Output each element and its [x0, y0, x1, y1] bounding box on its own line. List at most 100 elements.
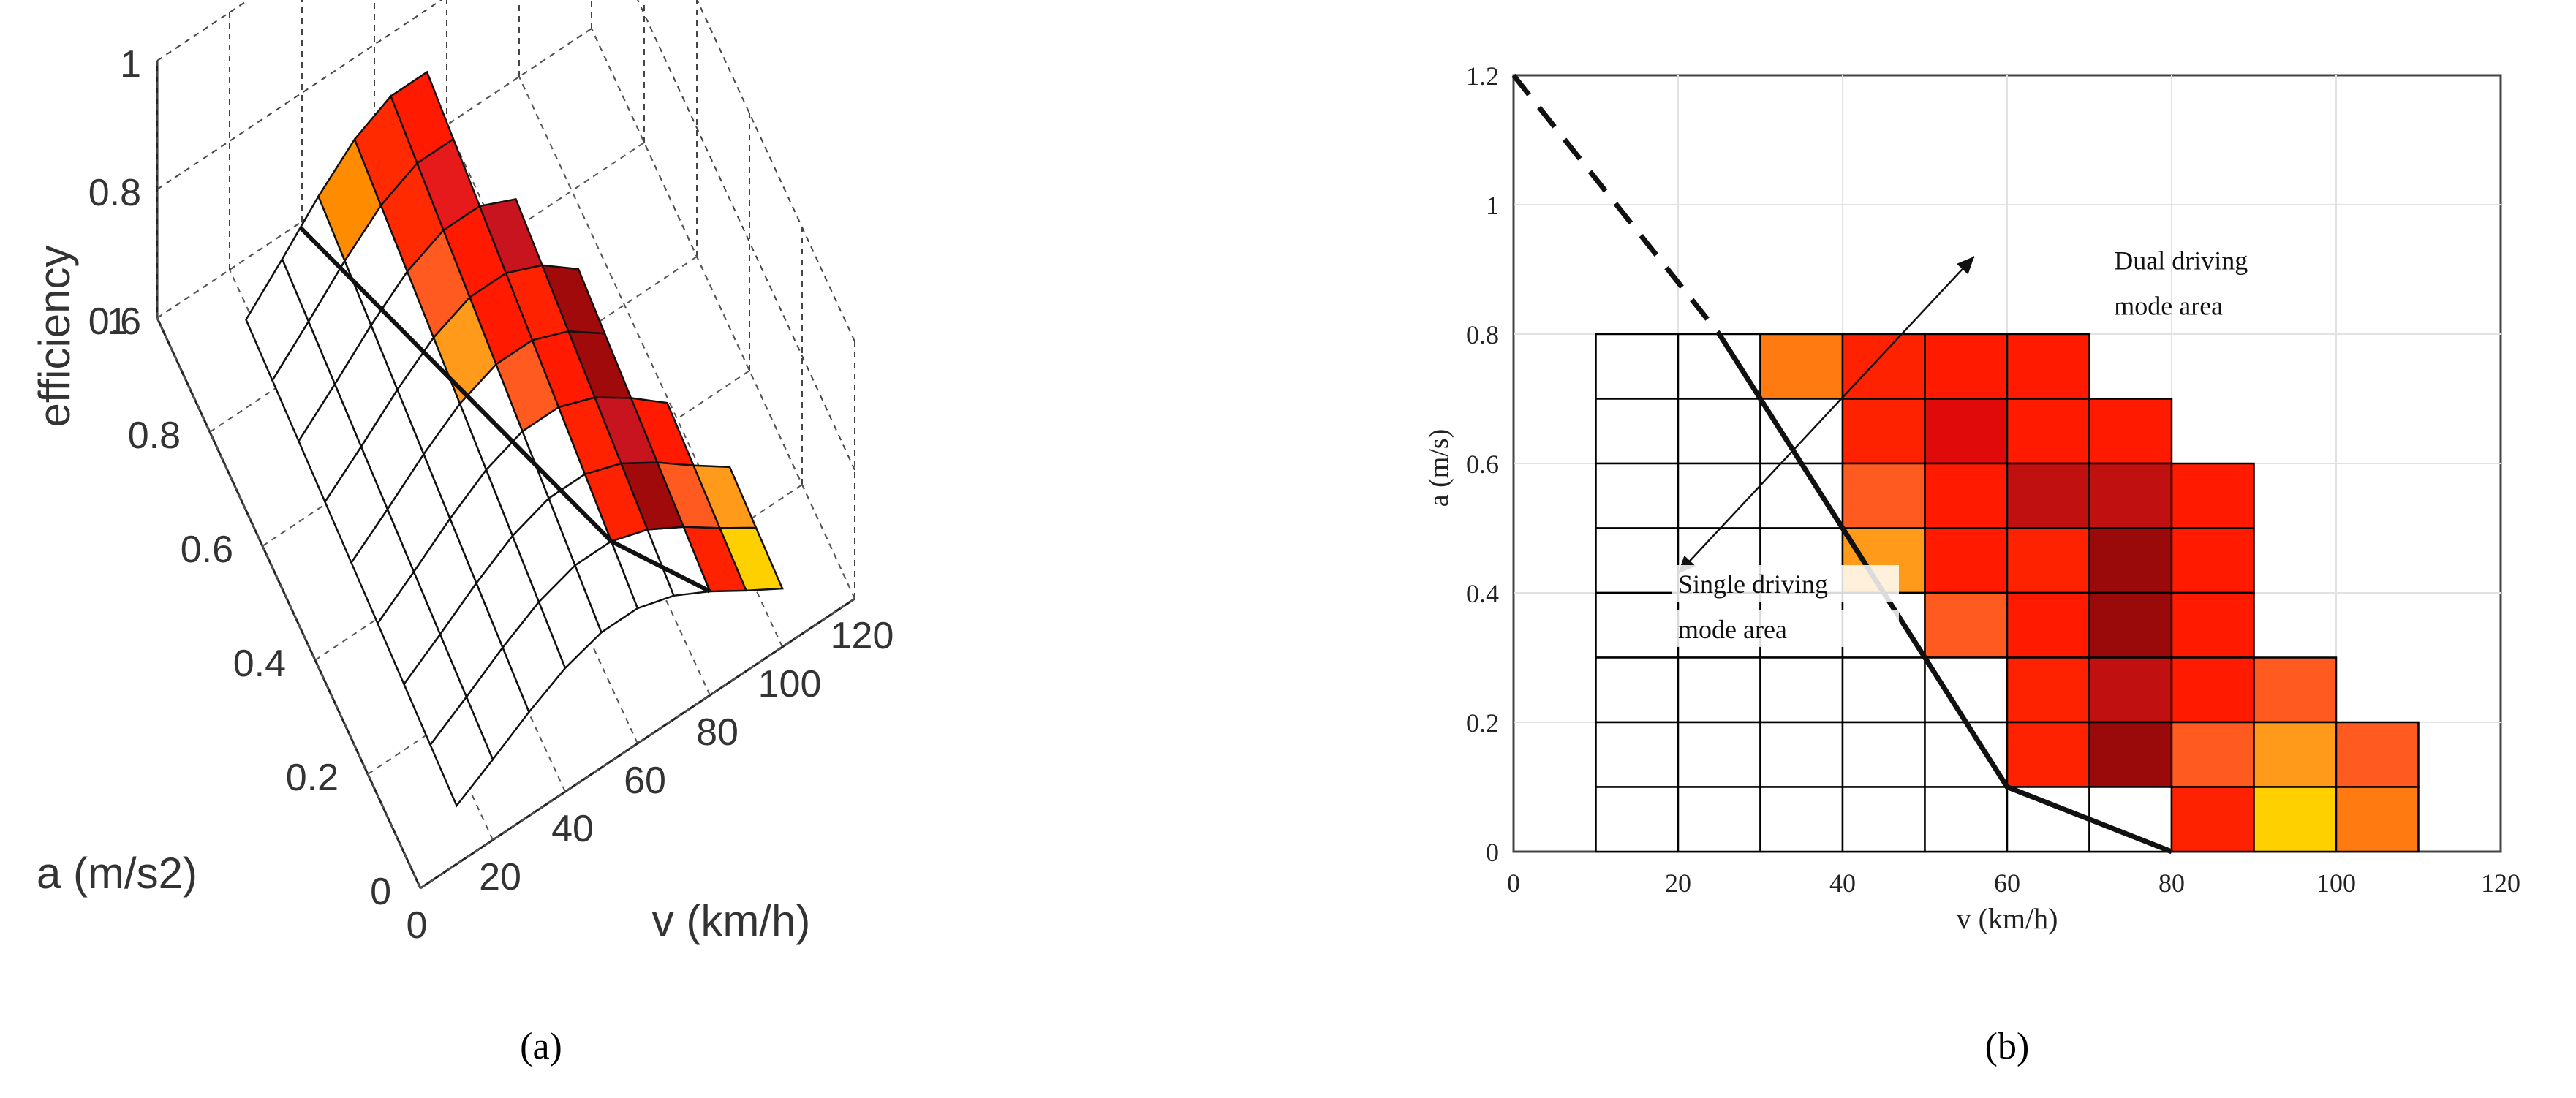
- b-heatmap-cell: [1924, 527, 2009, 594]
- a-panel-label: (a): [520, 1026, 562, 1067]
- b-x-tick-label: 0: [1507, 868, 1520, 898]
- b-x-tick-label: 40: [1829, 868, 1856, 898]
- b-heatmap-cell: [1841, 786, 1926, 853]
- b-heatmap-cell: [2170, 656, 2255, 724]
- b-heatmap-cell: [2088, 398, 2173, 465]
- b-heatmap-cell: [1924, 462, 2009, 529]
- b-heatmap-cell: [2335, 721, 2420, 788]
- a-side-wall-gridline: [696, 0, 855, 342]
- b-single-mode-label: Single driving: [1678, 569, 1828, 599]
- b-x-tick-label: 100: [2316, 868, 2356, 898]
- a-x-tick-label: 80: [696, 711, 739, 754]
- b-heatmap-cell: [1924, 398, 2009, 465]
- b-boundary-solid-line: [1717, 333, 2173, 855]
- b-heatmap-cell: [2088, 721, 2173, 788]
- b-heatmap-cell: [1759, 656, 1844, 724]
- a-colored-cells: [317, 70, 784, 593]
- b-heatmap-cell: [1841, 398, 1926, 465]
- b-heatmap-cell: [1924, 591, 2009, 659]
- b-heatmap-cell: [1595, 527, 1680, 594]
- a-x-tick-label: 60: [624, 760, 666, 802]
- b-panel-label: (b): [1985, 1026, 2030, 1067]
- b-single-mode-label: mode area: [1678, 615, 1787, 644]
- b-heatmap-cell: [2006, 786, 2090, 853]
- b-heatmap-cell: [1677, 721, 1761, 788]
- b-y-tick-label: 0.8: [1466, 320, 1499, 349]
- b-heatmap-cell: [2335, 786, 2420, 853]
- b-annotations: Dual driving mode area Single driving mode …: [1672, 246, 2248, 647]
- b-heatmap-cell: [1924, 786, 2009, 853]
- b-arrow-shaft: [1677, 255, 1975, 575]
- a-z-ticks: 0.6 0.8 1: [88, 43, 141, 343]
- a-ridge-line: [298, 226, 711, 594]
- b-x-tick-label: 60: [1994, 868, 2020, 898]
- b-heatmap-cell: [1595, 398, 1680, 465]
- b-heatmap-cell: [1841, 462, 1926, 529]
- a-y-tick-label: 0.8: [128, 414, 181, 457]
- b-heatmap-cell: [1924, 721, 2009, 788]
- b-dual-mode-label: mode area: [2114, 291, 2223, 320]
- b-y-tick-label: 0.6: [1466, 450, 1499, 479]
- a-y-axis-label: a (m/s2): [37, 849, 197, 898]
- a-y-axis-line: [156, 317, 422, 889]
- b-heatmap-cell: [2006, 398, 2090, 465]
- a-boundary-line: [298, 226, 711, 594]
- b-heatmap-cell: [2170, 786, 2255, 853]
- b-y-tick-label: 0.4: [1466, 579, 1499, 608]
- b-x-tick-label: 80: [2158, 868, 2185, 898]
- b-heatmap-cell: [2006, 591, 2090, 659]
- b-heatmap-cell: [1677, 398, 1761, 465]
- b-heatmap-cell: [1677, 786, 1761, 853]
- b-heatmap-cell: [2088, 591, 2173, 659]
- b-heatmap-cell: [2088, 656, 2173, 724]
- b-heatmap-cell: [1677, 656, 1761, 724]
- b-heatmap-cell: [1595, 333, 1680, 400]
- a-x-tick-label: 120: [831, 615, 894, 657]
- b-x-axis-label: v (km/h): [1957, 902, 2058, 935]
- a-x-tick-label: 0: [407, 904, 428, 947]
- b-x-tick-label: 120: [2481, 868, 2520, 898]
- a-y-ticks: 0 0.2 0.4 0.6 0.8 1: [107, 300, 391, 913]
- b-heatmap-cell: [2253, 786, 2338, 853]
- a-z-tick-label: 0.6: [88, 300, 141, 343]
- b-heatmap-cell: [2253, 721, 2338, 788]
- b-heatmap-cell: [1841, 721, 1926, 788]
- b-boundary-dashed-line: [1511, 73, 1721, 336]
- b-y-tick-label: 0.2: [1466, 708, 1499, 738]
- b-y-axis-label: a (m/s): [1424, 429, 1454, 507]
- b-heatmap-cell: [1677, 333, 1761, 400]
- a-z-tick-label: 0.8: [88, 172, 141, 214]
- a-x-tick-label: 40: [551, 808, 594, 850]
- b-heatmap-cell: [2006, 527, 2090, 594]
- b-annotation-bg: [1672, 610, 1899, 647]
- b-heatmap-cell: [1595, 591, 1680, 659]
- b-heatmap-cell: [2006, 721, 2090, 788]
- a-y-tick-label: 0.4: [233, 643, 286, 685]
- a-z-axis-label: efficiency: [30, 245, 79, 427]
- a-surface-mesh: [245, 194, 711, 808]
- a-x-axis-label: v (km/h): [652, 896, 811, 945]
- b-heatmap-cell: [1759, 721, 1844, 788]
- b-x-ticks: 0 20 40 60 80 100 120: [1507, 868, 2520, 898]
- b-dual-mode-label: Dual driving: [2114, 246, 2248, 276]
- a-y-tick-label: 0.6: [181, 529, 233, 571]
- a-y-tick-label: 0.2: [286, 757, 339, 799]
- a-y-tick-label: 0: [370, 871, 391, 913]
- b-heatmap-cell: [1677, 462, 1761, 529]
- b-heatmap-cell: [1924, 333, 2009, 400]
- a-z-tick-label: 1: [120, 43, 141, 86]
- b-heatmap-cell: [1759, 786, 1844, 853]
- a-x-tick-label: 20: [479, 856, 521, 898]
- b-heatmap-cell: [1759, 333, 1844, 400]
- panel-b-heatmap-chart: 0 20 40 60 80 100 120 0 0.2 0.4 0.6 0.8 1 1.2 Dual d…: [1424, 61, 2520, 1067]
- b-heatmap-cell: [2088, 527, 2173, 594]
- a-y-tick-label: 1: [107, 300, 128, 343]
- b-heatmap-cell: [1595, 721, 1680, 788]
- b-heatmap-cell: [1595, 786, 1680, 853]
- b-y-tick-label: 1.2: [1466, 61, 1499, 91]
- b-x-tick-label: 20: [1665, 868, 1691, 898]
- b-heatmap-cell: [2170, 462, 2255, 529]
